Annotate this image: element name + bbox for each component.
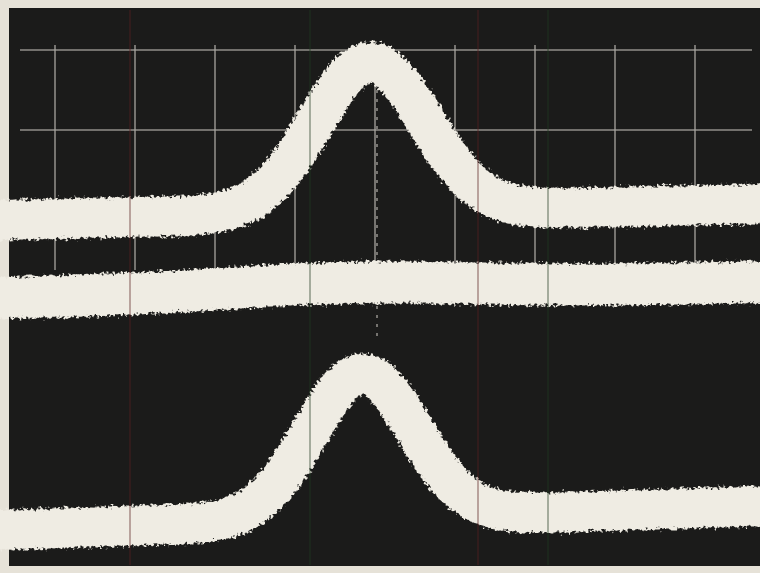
middle-flat-trace: [0, 282, 756, 298]
